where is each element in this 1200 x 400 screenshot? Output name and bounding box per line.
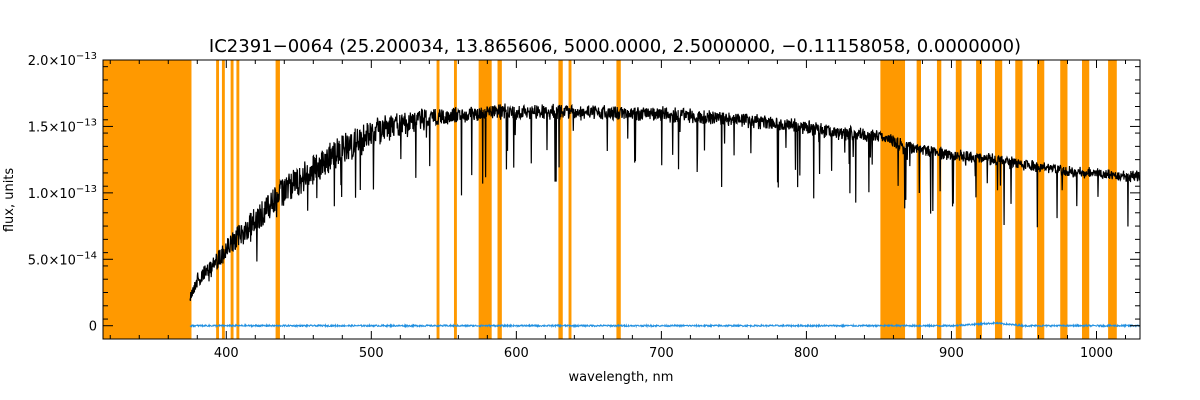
x-tick-label: 700 bbox=[649, 346, 674, 361]
masked-region bbox=[1108, 60, 1117, 339]
masked-region bbox=[236, 60, 240, 339]
masked-region bbox=[568, 60, 572, 339]
x-tick-label: 600 bbox=[504, 346, 529, 361]
x-tick-label: 800 bbox=[794, 346, 819, 361]
masked-region bbox=[221, 60, 225, 339]
x-tick-label: 1000 bbox=[1080, 346, 1113, 361]
masked-region bbox=[994, 60, 1003, 339]
masked-region bbox=[453, 60, 457, 339]
x-axis-label: wavelength, nm bbox=[569, 370, 674, 385]
y-tick-label: 0 bbox=[89, 320, 97, 335]
masked-region bbox=[478, 60, 492, 339]
error-series-line bbox=[189, 320, 1141, 329]
x-tick-label: 500 bbox=[359, 346, 384, 361]
masked-region bbox=[880, 60, 906, 339]
x-tick-label: 400 bbox=[214, 346, 239, 361]
masked-region bbox=[558, 60, 563, 339]
y-tick-label: 1.5×10−13 bbox=[28, 117, 97, 135]
masked-region bbox=[936, 60, 942, 339]
masked-region bbox=[497, 60, 502, 339]
masked-region bbox=[103, 60, 192, 339]
x-tick-label: 900 bbox=[939, 346, 964, 361]
y-axis-label: flux, units bbox=[2, 168, 17, 233]
masked-region bbox=[1081, 60, 1090, 339]
chart-title: IC2391−0064 (25.200034, 13.865606, 5000.… bbox=[209, 36, 1021, 57]
masked-region bbox=[976, 60, 982, 339]
masked-regions bbox=[103, 60, 1117, 339]
x-axis: 400 500 600 700 800 900 1000 bbox=[109, 60, 1126, 361]
masked-region bbox=[1015, 60, 1023, 339]
masked-region bbox=[230, 60, 234, 339]
flux-series-line bbox=[189, 103, 1141, 302]
y-tick-label: 5.0×10−14 bbox=[28, 250, 97, 268]
masked-region bbox=[616, 60, 621, 339]
y-tick-label: 2.0×10−13 bbox=[28, 51, 97, 69]
masked-region bbox=[916, 60, 921, 339]
masked-region bbox=[436, 60, 440, 339]
series-layer bbox=[189, 103, 1141, 329]
y-tick-label: 1.0×10−13 bbox=[28, 184, 97, 202]
masked-region bbox=[1060, 60, 1068, 339]
masked-region bbox=[216, 60, 220, 339]
masked-region bbox=[1037, 60, 1045, 339]
y-axis: 0 5.0×10−14 1.0×10−13 1.5×10−13 2.0×10−13 bbox=[28, 51, 1140, 335]
masked-region bbox=[955, 60, 962, 339]
